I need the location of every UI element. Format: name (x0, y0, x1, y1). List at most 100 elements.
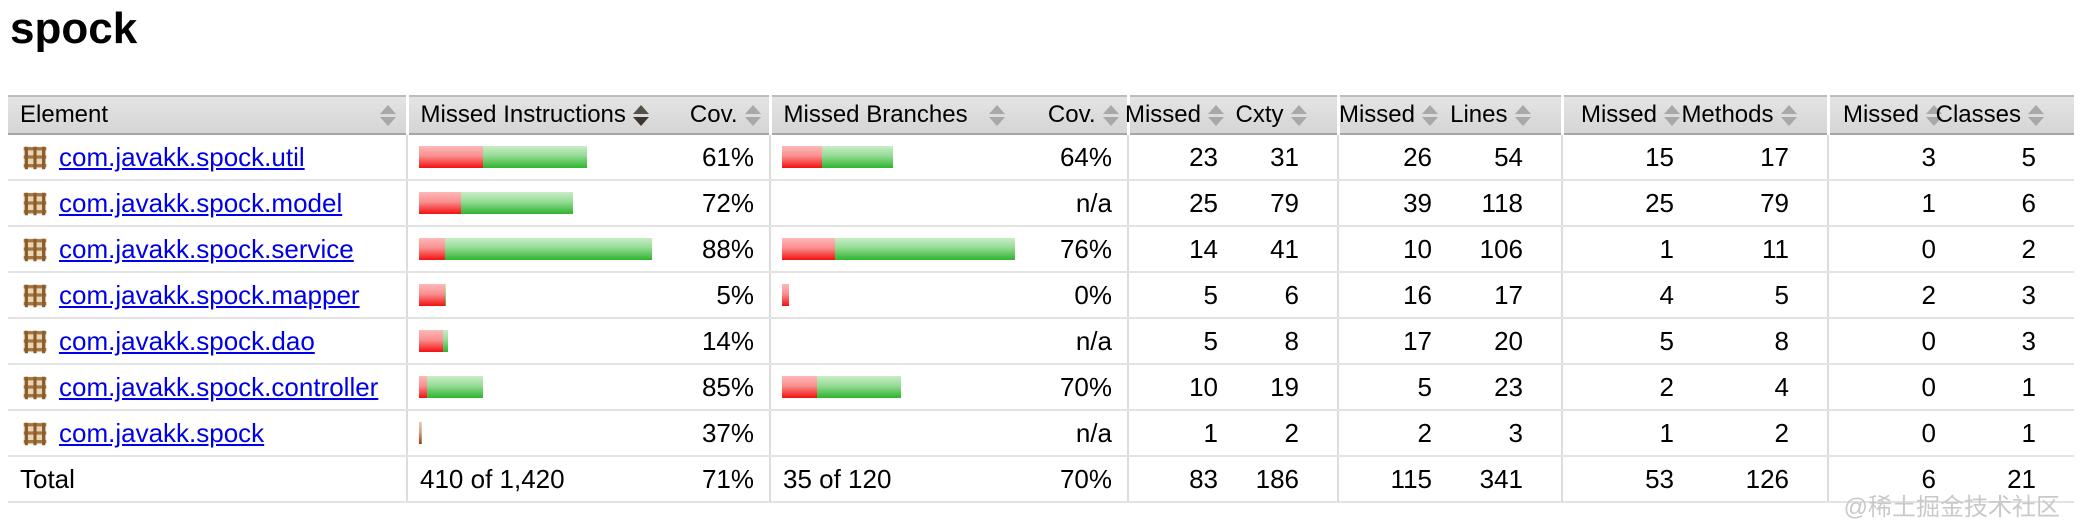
package-link[interactable]: com.javakk.spock.controller (59, 371, 379, 402)
branch-coverage-cell: 0% (1015, 272, 1128, 319)
col-label: Lines (1450, 101, 1508, 128)
instructions-coverage-bar (419, 330, 652, 352)
covered-instructions-bar-segment (461, 192, 573, 214)
missed-lines-cell: 39 (1337, 180, 1446, 227)
package-icon (20, 234, 50, 264)
classes-cell: 5 (1950, 134, 2074, 181)
cxty-cell: 31 (1232, 134, 1338, 181)
classes-cell: 1 (1950, 364, 2074, 411)
package-link[interactable]: com.javakk.spock.mapper (59, 279, 360, 310)
missed-methods-cell: 15 (1561, 134, 1688, 181)
table-row: com.javakk.spock.util 61% 64% 23 31 26 5… (8, 134, 2074, 181)
col-header-missed-instructions[interactable]: Missed Instructions (405, 95, 652, 135)
package-icon (20, 142, 50, 172)
sort-icon (744, 104, 761, 126)
package-icon (20, 372, 50, 402)
col-header-methods[interactable]: Methods (1681, 95, 1828, 135)
total-methods: 126 (1688, 456, 1828, 503)
col-header-missed-lines[interactable]: Missed (1336, 95, 1446, 135)
sort-icon (2028, 104, 2044, 126)
col-header-missed-classes[interactable]: Missed (1826, 95, 1950, 135)
branch-coverage-cell: n/a (1015, 318, 1128, 365)
missed-classes-cell: 2 (1827, 272, 1950, 319)
missed-cxty-cell: 25 (1127, 180, 1232, 227)
col-header-missed-methods[interactable]: Missed (1560, 95, 1688, 135)
sort-icon (1422, 104, 1438, 126)
package-link[interactable]: com.javakk.spock.dao (59, 325, 315, 356)
col-header-instruction-coverage[interactable]: Cov. (652, 95, 770, 135)
col-label: Missed (1124, 101, 1201, 128)
missed-cxty-cell: 23 (1127, 134, 1232, 181)
sort-icon (989, 104, 1005, 126)
sort-icon (1290, 104, 1307, 126)
col-label: Missed Branches (783, 101, 968, 128)
methods-cell: 2 (1688, 410, 1828, 457)
lines-cell: 23 (1446, 364, 1562, 411)
cxty-cell: 8 (1232, 318, 1338, 365)
missed-branches-bar-segment (782, 238, 836, 260)
col-header-missed-cxty[interactable]: Missed (1124, 95, 1232, 135)
covered-instructions-bar-segment (445, 238, 652, 260)
covered-branches-bar-segment (822, 146, 893, 168)
instruction-coverage-cell: 61% (652, 134, 770, 181)
col-header-lines[interactable]: Lines (1446, 95, 1562, 135)
cxty-cell: 79 (1232, 180, 1338, 227)
instruction-coverage-cell: 37% (652, 410, 770, 457)
instructions-coverage-bar (419, 376, 652, 398)
covered-instructions-bar-segment (483, 146, 587, 168)
covered-branches-bar-segment (835, 238, 1015, 260)
col-header-classes[interactable]: Classes (1936, 95, 2074, 135)
branches-coverage-bar (782, 238, 1015, 260)
col-header-missed-branches[interactable]: Missed Branches (768, 95, 1015, 135)
missed-instructions-bar-segment (419, 284, 445, 306)
branches-coverage-bar (782, 192, 1015, 214)
methods-cell: 8 (1688, 318, 1828, 365)
col-header-cxty[interactable]: Cxty (1232, 95, 1338, 135)
missed-cxty-cell: 1 (1127, 410, 1232, 457)
missed-classes-cell: 0 (1827, 410, 1950, 457)
sort-desc-icon (632, 104, 649, 126)
missed-instructions-cell (406, 318, 652, 365)
missed-cxty-cell: 14 (1127, 226, 1232, 273)
package-link[interactable]: com.javakk.spock (59, 417, 265, 448)
package-link[interactable]: com.javakk.spock.model (59, 187, 343, 218)
total-row: Total 410 of 1,420 71% 35 of 120 70% 83 … (8, 456, 2074, 503)
page-title: spock (10, 4, 138, 53)
missed-branches-cell (769, 272, 1015, 319)
element-cell: com.javakk.spock.dao (8, 318, 407, 365)
branch-coverage-cell: 64% (1015, 134, 1128, 181)
missed-cxty-cell: 5 (1127, 318, 1232, 365)
col-label: Missed (1338, 101, 1415, 128)
lines-cell: 106 (1446, 226, 1562, 273)
missed-instructions-cell (406, 364, 652, 411)
missed-classes-cell: 3 (1827, 134, 1950, 181)
classes-cell: 6 (1950, 180, 2074, 227)
total-lines: 341 (1446, 456, 1562, 503)
package-link[interactable]: com.javakk.spock.service (59, 233, 354, 264)
col-label: Missed (1580, 101, 1657, 128)
missed-methods-cell: 1 (1561, 226, 1688, 273)
methods-cell: 79 (1688, 180, 1828, 227)
watermark: @稀土掘金技术社区 (1843, 494, 2060, 521)
classes-cell: 3 (1950, 318, 2074, 365)
covered-instructions-bar-segment (443, 330, 448, 352)
cxty-cell: 19 (1232, 364, 1338, 411)
missed-classes-cell: 0 (1827, 226, 1950, 273)
col-label: Missed Instructions (420, 101, 626, 128)
col-header-branch-coverage[interactable]: Cov. (1015, 95, 1128, 135)
missed-methods-cell: 4 (1561, 272, 1688, 319)
col-label: Classes (1935, 101, 2021, 128)
missed-classes-cell: 0 (1827, 364, 1950, 411)
package-link[interactable]: com.javakk.spock.util (59, 141, 305, 172)
element-cell: com.javakk.spock.util (8, 134, 407, 181)
branch-coverage-cell: 76% (1015, 226, 1128, 273)
total-branches: 35 of 120 (769, 456, 1015, 503)
missed-lines-cell: 26 (1337, 134, 1446, 181)
table-row: com.javakk.spock.mapper 5% 0% 5 6 16 17 … (8, 272, 2074, 319)
missed-branches-cell (769, 410, 1015, 457)
col-header-element[interactable]: Element (8, 95, 407, 135)
methods-cell: 11 (1688, 226, 1828, 273)
missed-branches-cell (769, 226, 1015, 273)
sort-icon (1208, 104, 1224, 126)
